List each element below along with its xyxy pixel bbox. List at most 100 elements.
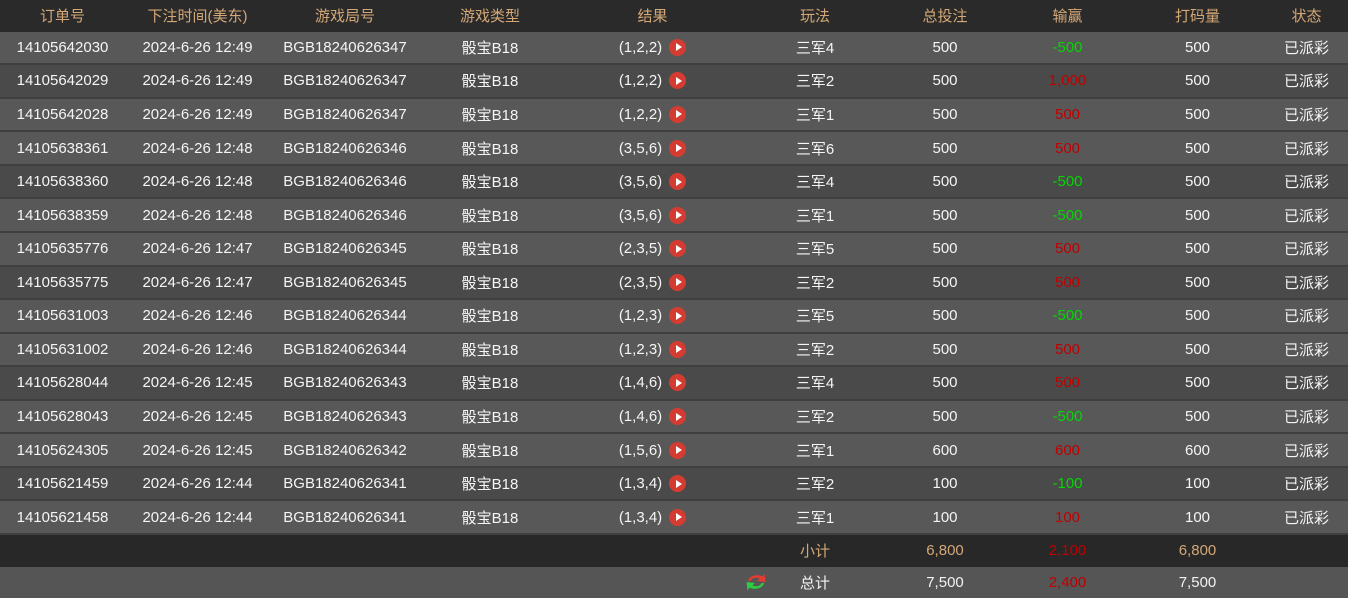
cell-win-loss: 500: [1054, 139, 1081, 157]
cell-win-loss: -500: [1052, 307, 1083, 325]
play-icon[interactable]: [669, 240, 687, 258]
cell-round-id: BGB18240626347: [283, 105, 407, 123]
table-row: 14105631003 2024-6-26 12:46 BGB182406263…: [0, 300, 1348, 334]
cell-game-type: 骰宝B18: [461, 73, 519, 91]
cell-turnover: 100: [1184, 508, 1211, 526]
play-icon[interactable]: [669, 475, 687, 493]
cell-result: (1,4,6): [560, 374, 745, 392]
play-icon[interactable]: [669, 105, 687, 123]
result-value: (1,3,4): [618, 508, 663, 526]
play-icon[interactable]: [669, 206, 687, 224]
subtotal-turnover: 6,800: [1178, 542, 1217, 560]
result-value: (1,2,2): [618, 72, 663, 90]
cell-order-id: 14105635775: [16, 273, 109, 291]
cell-bet-time: 2024-6-26 12:48: [142, 139, 253, 157]
cell-bet-time: 2024-6-26 12:49: [142, 38, 253, 56]
table-row: 14105642028 2024-6-26 12:49 BGB182406263…: [0, 98, 1348, 133]
play-icon[interactable]: [669, 408, 687, 426]
cell-status: 已派彩: [1283, 476, 1329, 494]
cell-bet-time: 2024-6-26 12:48: [142, 173, 253, 191]
cell-result: (1,2,2): [560, 72, 745, 90]
cell-play-type: 三军2: [795, 476, 835, 494]
cell-result: (1,5,6): [560, 441, 745, 459]
cell-round-id: BGB18240626341: [283, 508, 407, 526]
table-row: 14105642029 2024-6-26 12:49 BGB182406263…: [0, 65, 1348, 99]
cell-result: (1,3,4): [560, 475, 745, 493]
play-icon[interactable]: [669, 441, 687, 459]
cell-result: (3,5,6): [560, 206, 745, 224]
cell-total-bet: 500: [932, 408, 958, 426]
cell-play-type: 三军4: [795, 174, 835, 192]
table-row: 14105638361 2024-6-26 12:48 BGB182406263…: [0, 132, 1348, 166]
cell-result: (1,2,3): [560, 340, 745, 358]
cell-order-id: 14105638360: [16, 173, 109, 191]
result-value: (3,5,6): [618, 173, 663, 191]
total-win-loss: 2,400: [1048, 573, 1087, 591]
cell-result: (3,5,6): [560, 173, 745, 191]
cell-bet-time: 2024-6-26 12:47: [142, 273, 253, 291]
play-icon[interactable]: [669, 340, 687, 358]
play-icon[interactable]: [669, 307, 687, 325]
cell-order-id: 14105638359: [16, 206, 109, 224]
play-triangle: [675, 345, 682, 354]
result-value: (1,4,6): [618, 408, 663, 426]
cell-play-type: 三军1: [795, 509, 835, 527]
play-triangle: [675, 211, 682, 220]
cell-round-id: BGB18240626347: [283, 72, 407, 90]
cell-total-bet: 500: [932, 38, 958, 56]
cell-status: 已派彩: [1283, 375, 1329, 393]
cell-bet-time: 2024-6-26 12:44: [142, 508, 253, 526]
cell-turnover: 500: [1184, 206, 1211, 224]
cell-total-bet: 500: [932, 173, 958, 191]
cell-result: (1,2,3): [560, 307, 745, 325]
cell-play-type: 三军5: [795, 308, 835, 326]
cell-order-id: 14105642028: [16, 105, 109, 123]
cell-round-id: BGB18240626342: [283, 441, 407, 459]
play-icon[interactable]: [669, 38, 687, 56]
play-icon[interactable]: [669, 173, 687, 191]
play-icon[interactable]: [669, 72, 687, 90]
play-icon[interactable]: [669, 508, 687, 526]
cell-win-loss: -500: [1052, 408, 1083, 426]
cell-total-bet: 500: [932, 206, 958, 224]
col-header-result: 结果: [637, 8, 668, 26]
cell-total-bet: 500: [932, 139, 958, 157]
swap-arrows-icon[interactable]: [745, 572, 767, 593]
play-icon[interactable]: [669, 139, 687, 157]
cell-bet-time: 2024-6-26 12:45: [142, 408, 253, 426]
cell-result: (2,3,5): [560, 240, 745, 258]
col-header-order-id: 订单号: [39, 8, 85, 26]
cell-game-type: 骰宝B18: [461, 375, 519, 393]
cell-result: (1,2,2): [560, 38, 745, 56]
col-header-bet-time: 下注时间(美东): [147, 8, 248, 26]
cell-win-loss: 600: [1054, 441, 1081, 459]
result-value: (3,5,6): [618, 139, 663, 157]
cell-game-type: 骰宝B18: [461, 39, 519, 57]
cell-play-type: 三军1: [795, 106, 835, 124]
cell-play-type: 三军5: [795, 241, 835, 259]
cell-total-bet: 600: [932, 441, 958, 459]
play-icon[interactable]: [669, 273, 687, 291]
cell-turnover: 500: [1184, 340, 1211, 358]
total-label: 总计: [799, 574, 830, 592]
cell-win-loss: -500: [1052, 206, 1083, 224]
cell-order-id: 14105631002: [16, 340, 109, 358]
play-icon[interactable]: [669, 374, 687, 392]
cell-win-loss: 500: [1054, 340, 1081, 358]
result-value: (1,2,3): [618, 340, 663, 358]
play-triangle: [675, 278, 682, 287]
cell-game-type: 骰宝B18: [461, 308, 519, 326]
cell-round-id: BGB18240626341: [283, 475, 407, 493]
cell-play-type: 三军6: [795, 140, 835, 158]
cell-play-type: 三军2: [795, 73, 835, 91]
cell-bet-time: 2024-6-26 12:44: [142, 475, 253, 493]
result-value: (2,3,5): [618, 240, 663, 258]
cell-turnover: 500: [1184, 240, 1211, 258]
cell-total-bet: 100: [932, 508, 958, 526]
table-header-row: 订单号 下注时间(美东) 游戏局号 游戏类型 结果 玩法 总投注 输赢 打码量 …: [0, 0, 1348, 32]
cell-win-loss: 500: [1054, 374, 1081, 392]
cell-status: 已派彩: [1283, 509, 1329, 527]
cell-status: 已派彩: [1283, 106, 1329, 124]
cell-order-id: 14105628044: [16, 374, 109, 392]
cell-result: (1,4,6): [560, 408, 745, 426]
